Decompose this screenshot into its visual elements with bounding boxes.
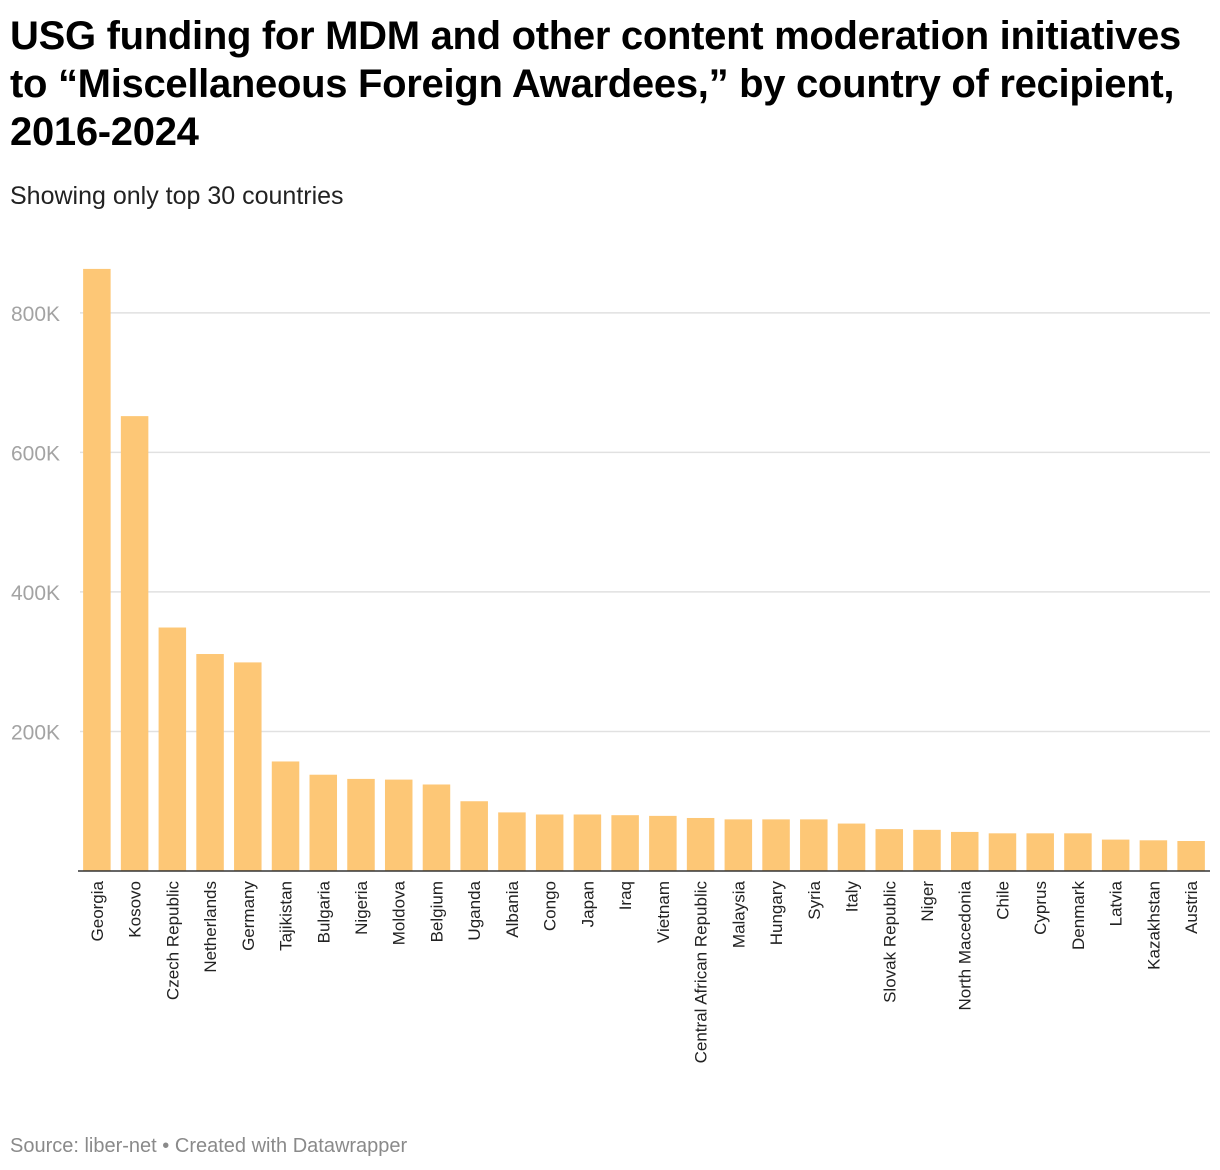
chart-title: USG funding for MDM and other content mo…	[10, 14, 1181, 154]
x-tick-label: Italy	[843, 881, 862, 913]
bar-uganda[interactable]	[460, 801, 488, 871]
bar-denmark[interactable]	[1064, 833, 1092, 871]
bar-kazakhstan[interactable]	[1139, 840, 1168, 871]
x-tick-label: Belgium	[427, 881, 446, 942]
bar-syria[interactable]	[800, 819, 828, 871]
x-tick-label: Japan	[578, 881, 597, 927]
chart-subtitle: Showing only top 30 countries	[10, 182, 344, 210]
bar-austria[interactable]	[1177, 841, 1205, 871]
y-tick-label: 800K	[11, 303, 60, 326]
x-tick-label: Denmark	[1069, 881, 1088, 950]
x-tick-label: Slovak Republic	[880, 881, 899, 1003]
bar-kosovo[interactable]	[120, 416, 149, 871]
bars-layer	[83, 268, 1205, 871]
x-tick-label: Vietnam	[654, 881, 673, 943]
grid-layer: 200K 400K 600K 800K	[11, 303, 1210, 744]
x-tick-label: Austria	[1182, 880, 1201, 933]
bar-japan[interactable]	[573, 814, 602, 871]
y-tick-label: 200K	[11, 721, 60, 744]
bar-albania[interactable]	[498, 812, 526, 871]
bar-nigeria[interactable]	[347, 778, 375, 871]
x-labels-layer: Georgia Kosovo Czech Republic Netherlands Ge…	[88, 880, 1201, 1063]
bar-chart: 200K 400K 600K 800K Georgia Kosovo Czech Repu…	[11, 268, 1210, 1063]
y-tick-label: 600K	[11, 442, 60, 465]
x-tick-label: Albania	[503, 880, 522, 937]
bar-hungary[interactable]	[762, 819, 790, 871]
bar-latvia[interactable]	[1101, 839, 1130, 871]
x-tick-label: Malaysia	[729, 880, 748, 948]
bar-netherlands[interactable]	[196, 654, 224, 871]
bar-vietnam[interactable]	[649, 815, 677, 871]
footer-separator: •	[156, 1135, 175, 1157]
x-tick-label: Kazakhstan	[1144, 881, 1163, 970]
bar-chile[interactable]	[988, 833, 1017, 871]
x-tick-label: Congo	[541, 881, 560, 931]
bar-belgium[interactable]	[422, 784, 451, 871]
bar-germany[interactable]	[234, 662, 262, 871]
x-tick-label: Nigeria	[352, 880, 371, 934]
x-tick-label: Cyprus	[1031, 881, 1050, 935]
bar-czech-republic[interactable]	[158, 627, 187, 871]
bar-iraq[interactable]	[611, 815, 639, 871]
x-tick-label: Iraq	[616, 881, 635, 910]
bar-malaysia[interactable]	[724, 819, 753, 871]
y-tick-label: 400K	[11, 582, 60, 605]
x-tick-label: Netherlands	[201, 881, 220, 973]
x-tick-label: Tajikistan	[277, 881, 296, 951]
x-tick-label: Central African Republic	[692, 881, 711, 1064]
x-tick-label: Bulgaria	[314, 880, 333, 943]
x-tick-label: Chile	[993, 881, 1012, 920]
x-tick-label: North Macedonia	[956, 880, 975, 1010]
source-link[interactable]: Source: liber-net	[10, 1135, 157, 1157]
x-tick-label: Germany	[239, 881, 258, 951]
x-tick-label: Hungary	[767, 881, 786, 946]
footer: Source: liber-net • Created with Datawra…	[10, 1133, 407, 1159]
bar-georgia[interactable]	[83, 268, 111, 871]
x-tick-label: Niger	[918, 881, 937, 922]
x-tick-label: Latvia	[1107, 880, 1126, 926]
x-tick-label: Czech Republic	[163, 881, 182, 1001]
bar-congo[interactable]	[535, 814, 564, 871]
bar-niger[interactable]	[913, 829, 941, 871]
x-tick-label: Moldova	[390, 880, 409, 945]
datawrapper-credit-link[interactable]: Created with Datawrapper	[174, 1135, 408, 1157]
bar-slovak-republic[interactable]	[875, 829, 904, 871]
x-tick-label: Syria	[805, 880, 824, 919]
x-tick-label: Georgia	[88, 880, 107, 941]
bar-bulgaria[interactable]	[309, 774, 338, 871]
bar-italy[interactable]	[837, 823, 866, 871]
bar-tajikistan[interactable]	[271, 761, 300, 871]
bar-cyprus[interactable]	[1026, 833, 1054, 871]
bar-north-macedonia[interactable]	[950, 831, 979, 871]
x-tick-label: Kosovo	[126, 881, 145, 938]
bar-moldova[interactable]	[384, 779, 413, 871]
bar-central-african-republic[interactable]	[686, 817, 715, 871]
x-tick-label: Uganda	[465, 880, 484, 940]
